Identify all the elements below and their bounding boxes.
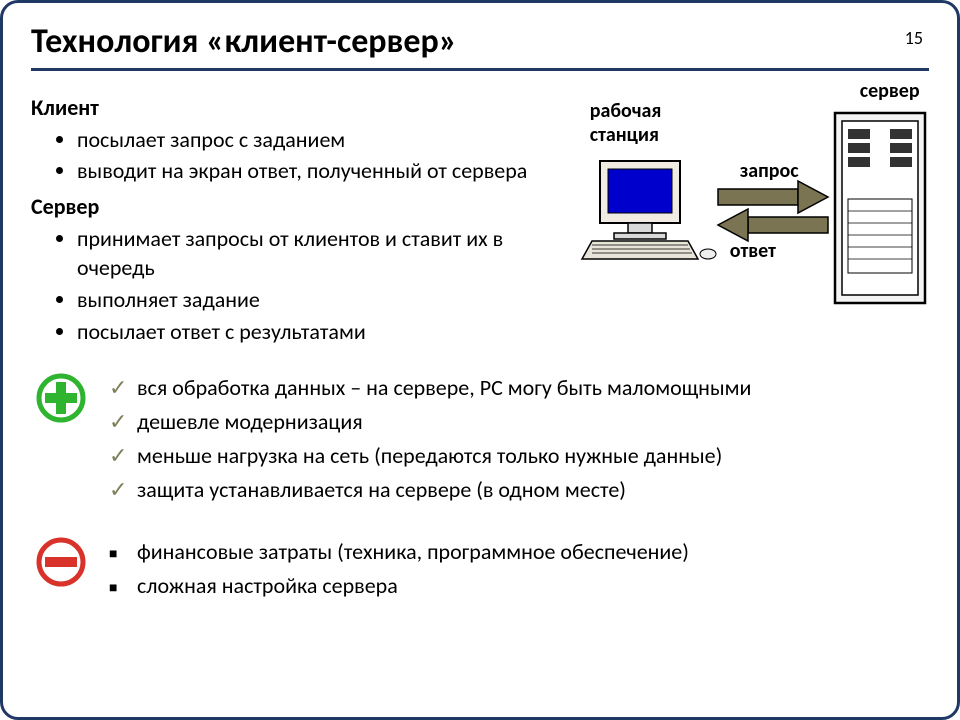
pro-text: защита устанавливается на сервере (в одн… [137, 473, 626, 507]
definitions: Клиент посылает запрос с заданием выводи… [31, 89, 570, 353]
response-arrow-icon [718, 209, 828, 241]
workstation-icon [582, 161, 716, 259]
request-arrow-icon [718, 181, 828, 213]
pro-item: ✓дешевле модернизация [109, 405, 929, 439]
cons-list: ■финансовые затраты (техника, программно… [91, 535, 929, 603]
page-number: 15 [905, 27, 923, 49]
diagram-svg [570, 89, 940, 319]
con-text: финансовые затраты (техника, программное… [137, 535, 689, 569]
server-item: принимает запросы от клиентов и ставит и… [77, 224, 570, 283]
con-text: сложная настройка сервера [137, 569, 398, 603]
pro-text: меньше нагрузка на сеть (передаются толь… [137, 439, 722, 473]
plus-icon [31, 371, 91, 423]
slide-title: Технология «клиент-сервер» [31, 21, 929, 62]
server-list: принимает запросы от клиентов и ставит и… [31, 224, 570, 347]
pros-row: ✓вся обработка данных – на сервере, РС м… [31, 371, 929, 507]
con-item: ■финансовые затраты (техника, программно… [109, 535, 929, 569]
slide-frame: 15 Технология «клиент-сервер» Клиент пос… [0, 0, 960, 720]
con-item: ■сложная настройка сервера [109, 569, 929, 603]
pro-item: ✓вся обработка данных – на сервере, РС м… [109, 371, 929, 405]
minus-icon [31, 535, 91, 587]
server-heading: Сервер [31, 192, 570, 222]
pro-item: ✓меньше нагрузка на сеть (передаются тол… [109, 439, 929, 473]
upper-row: Клиент посылает запрос с заданием выводи… [31, 89, 929, 353]
pro-item: ✓защита устанавливается на сервере (в од… [109, 473, 929, 507]
pros-list: ✓вся обработка данных – на сервере, РС м… [91, 371, 929, 507]
server-icon [835, 113, 925, 303]
client-item: посылает запрос с заданием [77, 125, 570, 155]
server-item: выполняет задание [77, 285, 570, 315]
client-heading: Клиент [31, 93, 570, 123]
client-list: посылает запрос с заданием выводит на эк… [31, 125, 570, 186]
pros-cons: ✓вся обработка данных – на сервере, РС м… [31, 371, 929, 604]
cons-row: ■финансовые затраты (техника, программно… [31, 535, 929, 603]
client-item: выводит на экран ответ, полученный от се… [77, 156, 570, 186]
pro-text: вся обработка данных – на сервере, РС мо… [137, 371, 751, 405]
diagram: рабочая станция сервер запрос ответ [570, 89, 929, 353]
pro-text: дешевле модернизация [137, 405, 363, 439]
server-item: посылает ответ с результатами [77, 317, 570, 347]
title-underline [31, 68, 929, 71]
